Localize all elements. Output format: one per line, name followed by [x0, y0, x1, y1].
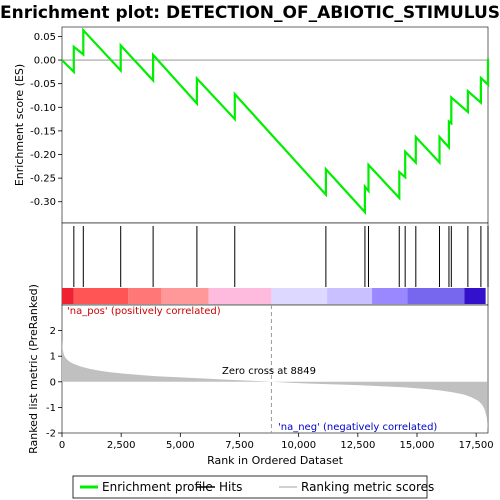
legend-entry: Ranking metric scores: [301, 480, 434, 494]
hits-panel: [62, 223, 488, 305]
x-tick-label: 15,000: [400, 440, 435, 451]
negative-correlation-label: 'na_neg' (negatively correlated): [278, 422, 437, 433]
gradient-segment: [372, 288, 408, 304]
metric-y-tick-label: -2: [46, 429, 56, 440]
x-tick-label: 7,500: [225, 440, 254, 451]
x-tick-label: 5,000: [166, 440, 195, 451]
metric-y-tick-label: 1: [50, 352, 56, 363]
x-tick-label: 17,500: [459, 440, 494, 451]
es-y-tick-label: -0.05: [30, 79, 56, 90]
x-axis-ticks: 0 2,500 5,000 7,500 10,000 12,500 15,000 17,500: [59, 433, 494, 451]
gradient-segment: [128, 288, 161, 304]
x-tick-label: 2,500: [107, 440, 136, 451]
x-tick-label: 12,500: [340, 440, 375, 451]
es-y-tick-label: -0.30: [30, 197, 56, 208]
x-tick-label: 0: [59, 440, 65, 451]
gradient-segment: [271, 288, 327, 304]
zero-cross-label: Zero cross at 8849: [222, 366, 316, 377]
es-y-tick-label: -0.20: [30, 150, 56, 161]
es-y-axis-label: Enrichment score (ES): [13, 64, 26, 186]
es-y-tick-label: 0.05: [34, 32, 56, 43]
es-y-tick-label: -0.15: [30, 126, 56, 137]
metric-y-tick-label: 0: [50, 377, 56, 388]
legend-entry: Hits: [219, 480, 242, 494]
metric-y-axis-label: Ranked list metric (PreRanked): [27, 284, 40, 454]
metric-y-tick-label: -1: [46, 403, 56, 414]
es-y-tick-label: -0.10: [30, 103, 56, 114]
gradient-segment: [74, 288, 128, 304]
es-y-ticks: 0.05 0.00 -0.05 -0.10 -0.15 -0.20 -0.25 -0.30: [30, 32, 62, 208]
legend: Enrichment profile Hits Ranking metric sco…: [73, 476, 434, 498]
gradient-segment: [62, 288, 74, 304]
metric-panel: 2 1 0 -1 -2 'na_pos' (positively correlated)…: [27, 284, 488, 454]
es-y-tick-label: 0.00: [34, 56, 56, 67]
gradient-segment: [327, 288, 372, 304]
metric-y-ticks: 2 1 0 -1 -2: [46, 326, 62, 439]
es-y-tick-label: -0.25: [30, 174, 56, 185]
gradient-segment: [161, 288, 208, 304]
legend-entry: Enrichment profile: [102, 480, 213, 494]
es-panel: 0.05 0.00 -0.05 -0.10 -0.15 -0.20 -0.25 -0.30 E…: [13, 27, 488, 223]
x-tick-label: 10,000: [281, 440, 316, 451]
chart-title: Enrichment plot: DETECTION_OF_ABIOTIC_ST…: [0, 3, 500, 23]
x-axis-label: Rank in Ordered Dataset: [207, 454, 344, 467]
gradient-segment: [209, 288, 272, 304]
gradient-segment: [464, 288, 485, 304]
positive-correlation-label: 'na_pos' (positively correlated): [67, 306, 221, 317]
rank-gradient-bar: [62, 288, 486, 304]
gradient-segment: [408, 288, 465, 304]
metric-y-tick-label: 2: [50, 326, 56, 337]
